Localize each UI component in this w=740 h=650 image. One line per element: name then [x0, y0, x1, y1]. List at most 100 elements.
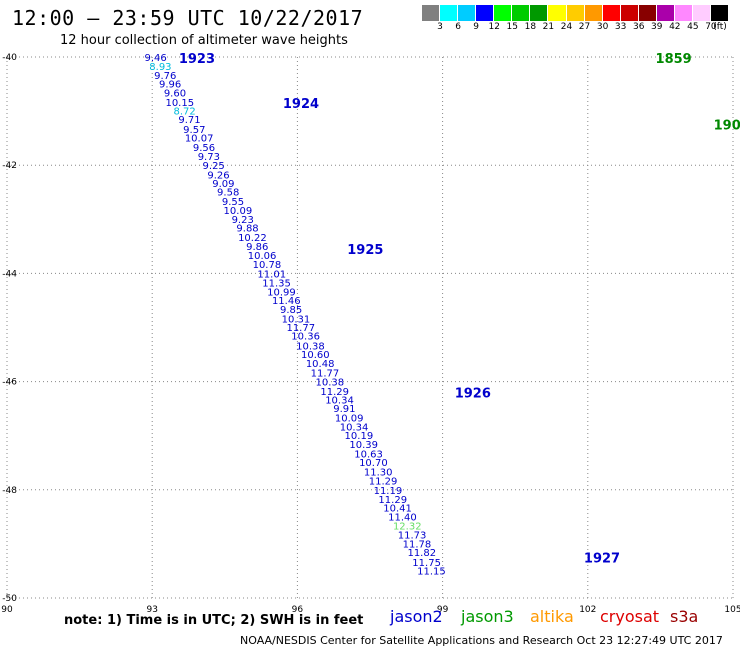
- wave-height-point: 10.60: [301, 350, 330, 361]
- color-scale-label: 12: [488, 22, 500, 32]
- wave-height-point: 10.15: [165, 98, 194, 109]
- wave-height-point: 9.60: [164, 89, 186, 100]
- color-scale-label: 3: [437, 22, 443, 32]
- wave-height-point: 10.38: [296, 341, 325, 352]
- y-tick-label: -46: [2, 378, 17, 388]
- pass-time-label: 1924: [283, 97, 319, 112]
- color-scale-label: 39: [651, 22, 663, 32]
- legend-item-altika: altika: [530, 607, 574, 626]
- wave-height-point: 9.23: [232, 215, 254, 226]
- color-swatch-16: [711, 5, 730, 21]
- color-scale-label: 70: [705, 22, 717, 32]
- pass-time-labels: 1923 1924 1925 1926 1927 1859 1900: [179, 52, 740, 566]
- color-scale-label: 15: [506, 22, 519, 32]
- color-scale-bar: [422, 5, 730, 21]
- wave-height-point: 11.29: [378, 495, 407, 506]
- wave-height-point: 9.96: [159, 80, 181, 91]
- wave-height-point: 10.99: [267, 287, 296, 298]
- color-swatch-14: [674, 5, 693, 21]
- legend-item-cryosat: cryosat: [600, 607, 660, 626]
- color-swatch-4: [494, 5, 513, 21]
- wave-height-point: 10.19: [345, 431, 374, 442]
- wave-height-point: 9.46: [144, 53, 166, 64]
- y-tick-label: -42: [2, 161, 17, 171]
- wave-height-point: 11.01: [257, 269, 286, 280]
- color-scale-label: 24: [560, 22, 573, 32]
- color-swatch-7: [548, 5, 567, 21]
- wave-height-points: 9.468.939.769.969.6010.158.729.719.5710.…: [144, 53, 445, 577]
- wave-height-point: 10.48: [306, 359, 335, 370]
- wave-height-point: 9.56: [193, 143, 215, 154]
- color-swatch-6: [530, 5, 549, 21]
- wave-height-point: 10.06: [248, 251, 277, 262]
- color-scale-label: 27: [578, 22, 591, 32]
- wave-height-point: 11.46: [272, 296, 301, 307]
- color-scale-label: 45: [687, 22, 699, 32]
- wave-height-point: 9.25: [203, 161, 225, 172]
- color-swatch-5: [512, 5, 531, 21]
- wave-height-point: 11.77: [311, 368, 340, 379]
- color-swatch-13: [656, 5, 675, 21]
- wave-height-point: 10.09: [224, 206, 253, 217]
- wave-height-point: 10.41: [383, 504, 412, 515]
- wave-height-point: 11.29: [369, 477, 398, 488]
- wave-height-point: 10.31: [282, 314, 311, 325]
- footer-credit: NOAA/NESDIS Center for Satellite Applica…: [240, 634, 723, 647]
- color-scale-label: 30: [596, 22, 609, 32]
- color-swatch-12: [638, 5, 657, 21]
- color-scale-label: 9: [473, 22, 480, 32]
- x-tick-label: 102: [579, 605, 596, 615]
- grid-lines: [6, 56, 734, 599]
- x-tick-label: 99: [437, 605, 449, 615]
- pass-time-label: 1859: [656, 52, 692, 67]
- y-tick-label: -48: [2, 486, 17, 496]
- wave-height-point: 8.72: [173, 107, 195, 118]
- pass-time-label: 1927: [584, 551, 620, 566]
- color-swatch-11: [620, 5, 639, 21]
- color-swatch-0: [422, 5, 441, 21]
- color-swatch-2: [458, 5, 477, 21]
- units-note: note: 1) Time is in UTC; 2) SWH is in fe…: [64, 613, 364, 628]
- wave-height-point: 11.73: [398, 531, 427, 542]
- x-tick-label: 93: [146, 605, 157, 615]
- color-scale-label: (ft): [713, 22, 727, 32]
- legend-item-jason3: jason3: [461, 607, 514, 626]
- color-scale-label: 33: [614, 22, 627, 32]
- wave-height-point: 10.09: [335, 413, 364, 424]
- wave-height-point: 11.35: [262, 279, 291, 290]
- wave-height-point: 10.63: [354, 450, 383, 461]
- color-swatch-10: [602, 5, 621, 21]
- x-tick-label: 96: [292, 605, 304, 615]
- page-title: 12:00 – 23:59 UTC 10/22/2017: [12, 6, 364, 30]
- x-tick-label: 105: [724, 605, 740, 615]
- color-scale-labels: 3 6 9 12 15 18 21 24 27 30 33 36 39 42 45 70 (ft): [422, 22, 729, 34]
- wave-height-point: 10.34: [340, 423, 369, 434]
- wave-height-point: 9.86: [246, 242, 268, 253]
- y-tick-label: -44: [2, 269, 17, 279]
- wave-height-point: 9.88: [236, 223, 258, 234]
- color-scale-label: 36: [632, 22, 645, 32]
- color-swatch-8: [566, 5, 585, 21]
- wave-height-point: 9.76: [154, 71, 176, 82]
- wave-height-point: 10.22: [238, 233, 267, 244]
- x-tick-label: 90: [1, 605, 13, 615]
- wave-height-point: 9.58: [217, 188, 239, 199]
- pass-time-label: 1925: [347, 243, 383, 258]
- wave-height-point: 9.85: [280, 305, 302, 316]
- wave-height-point: 11.77: [286, 323, 315, 334]
- wave-height-point: 12.32: [393, 522, 422, 533]
- wave-height-point: 9.55: [222, 197, 244, 208]
- wave-height-point: 11.75: [412, 558, 441, 569]
- color-scale-label: 21: [542, 22, 555, 32]
- wave-height-point: 11.19: [374, 486, 403, 497]
- wave-height-point: 9.73: [198, 152, 220, 163]
- color-scale-label: 18: [524, 22, 537, 32]
- wave-height-point: 10.38: [316, 378, 345, 389]
- wave-height-point: 11.15: [417, 566, 446, 577]
- wave-height-point: 11.40: [388, 512, 417, 523]
- wave-height-point: 10.36: [291, 332, 320, 343]
- wave-height-point: 8.93: [149, 62, 171, 73]
- pass-time-label: 1926: [455, 386, 491, 401]
- wave-height-point: 9.09: [212, 179, 234, 190]
